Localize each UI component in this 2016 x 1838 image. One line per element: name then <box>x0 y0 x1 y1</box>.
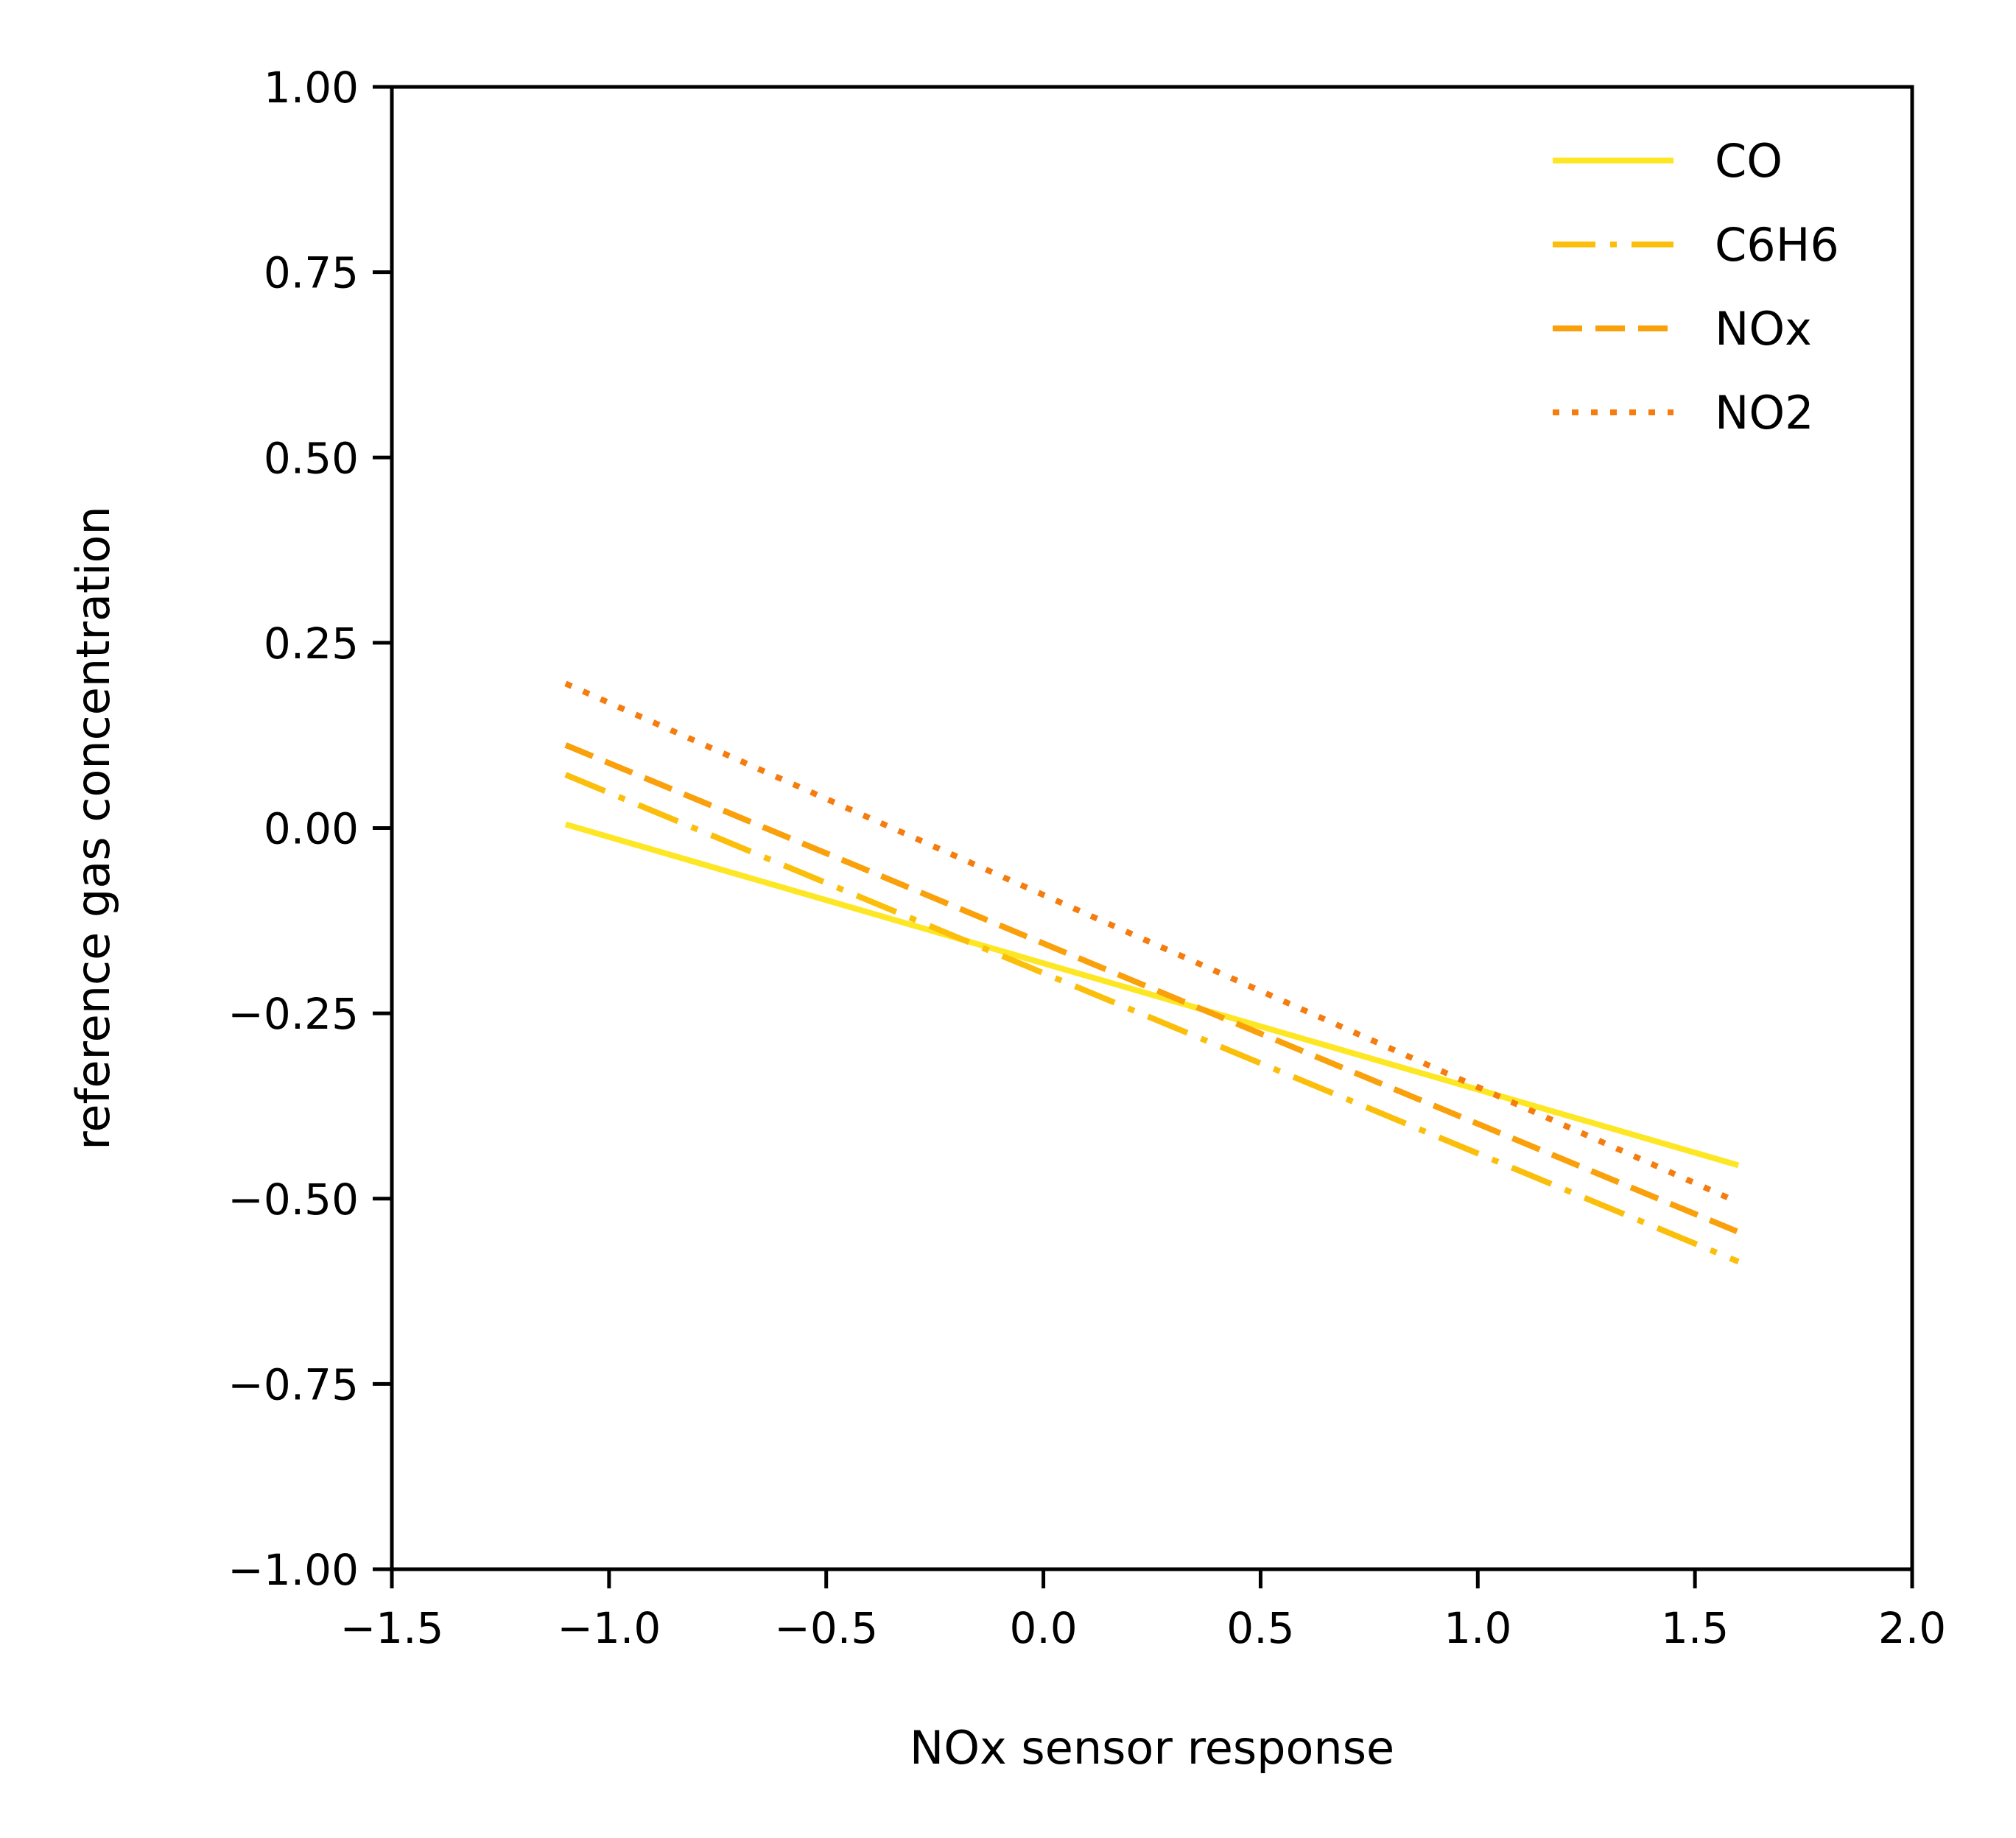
series-line-co <box>564 821 1740 1169</box>
y-tick-label: 1.00 <box>264 63 359 113</box>
plot-frame <box>390 85 1914 1571</box>
series-lines <box>564 680 1740 1264</box>
x-tick-label: 0.0 <box>1009 1603 1077 1653</box>
legend: CO C6H6 NOx NO2 <box>1553 134 1839 440</box>
y-tick-label: −0.50 <box>228 1175 359 1225</box>
legend-label-nox: NOx <box>1715 302 1812 356</box>
legend-label-co: CO <box>1715 134 1783 188</box>
x-tick-label: −1.5 <box>340 1603 444 1653</box>
y-tick-label: −0.25 <box>228 989 359 1039</box>
y-tick-label: 0.00 <box>264 804 359 854</box>
y-axis-label: reference gas concentration <box>66 506 120 1150</box>
y-tick-label: 0.75 <box>264 248 359 298</box>
x-tick-label: 1.0 <box>1444 1603 1511 1653</box>
x-tick-label: 1.5 <box>1661 1603 1729 1653</box>
legend-label-no2: NO2 <box>1715 386 1814 440</box>
y-tick-label: 0.25 <box>264 619 359 669</box>
x-tick-label: −1.0 <box>557 1603 661 1653</box>
legend-label-c6h6: C6H6 <box>1715 218 1839 272</box>
series-line-nox <box>564 742 1740 1235</box>
y-tick-label: −1.00 <box>228 1545 359 1595</box>
axis-ticks: −1.5 −1.0 −0.5 0.0 0.5 1.0 1.5 2.0 1.00 0.75 0.50 0… <box>228 63 1946 1653</box>
x-axis-label: NOx sensor response <box>910 1721 1394 1775</box>
x-tick-label: 2.0 <box>1878 1603 1946 1653</box>
series-line-c6h6 <box>564 772 1740 1264</box>
y-tick-label: −0.75 <box>228 1359 359 1409</box>
x-tick-label: −0.5 <box>774 1603 878 1653</box>
y-tick-label: 0.50 <box>264 433 359 483</box>
series-line-no2 <box>564 680 1740 1205</box>
x-tick-label: 0.5 <box>1226 1603 1294 1653</box>
